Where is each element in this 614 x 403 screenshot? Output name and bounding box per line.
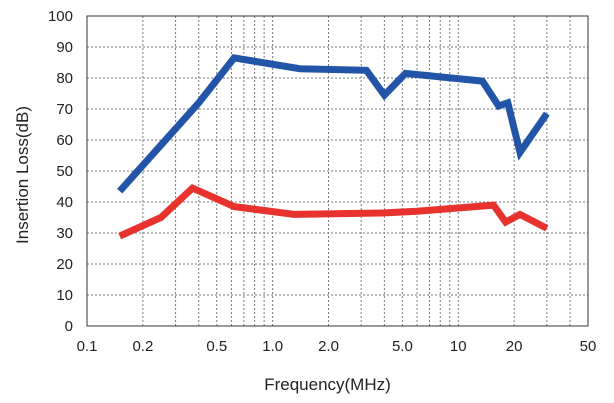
tick-labels: 0 10 20 30 40 50 60 70 80 90 100 0.1 0.2 0.5 1.0 2.0 5.0… <box>48 8 596 355</box>
series-layer <box>117 54 550 240</box>
x-axis-title: Frequency(MHz) <box>264 375 391 394</box>
x-tick-label: 0.1 <box>77 338 98 355</box>
y-tick-label: 70 <box>56 101 73 118</box>
x-tick-label: 10 <box>450 338 467 355</box>
x-tick-label: 2.0 <box>318 338 339 355</box>
x-tick-label: 50 <box>580 338 597 355</box>
y-tick-label: 20 <box>56 256 73 273</box>
y-tick-label: 80 <box>56 70 73 87</box>
y-tick-label: 30 <box>56 225 73 242</box>
series-line-1 <box>117 54 550 194</box>
y-tick-label: 0 <box>65 318 73 335</box>
y-tick-label: 100 <box>48 8 73 25</box>
grid <box>87 16 588 326</box>
y-tick-label: 50 <box>56 163 73 180</box>
y-tick-label: 60 <box>56 132 73 149</box>
x-tick-label: 20 <box>506 338 523 355</box>
y-tick-label: 10 <box>56 287 73 304</box>
series-line-2 <box>118 183 549 240</box>
y-tick-label: 90 <box>56 39 73 56</box>
x-tick-label: 5.0 <box>392 338 413 355</box>
plot-frame <box>86 15 589 327</box>
y-axis-title: Insertion Loss(dB) <box>13 106 32 244</box>
x-tick-label: 0.2 <box>132 338 153 355</box>
y-tick-label: 40 <box>56 194 73 211</box>
x-tick-label: 0.5 <box>206 338 227 355</box>
x-tick-label: 1.0 <box>262 338 283 355</box>
